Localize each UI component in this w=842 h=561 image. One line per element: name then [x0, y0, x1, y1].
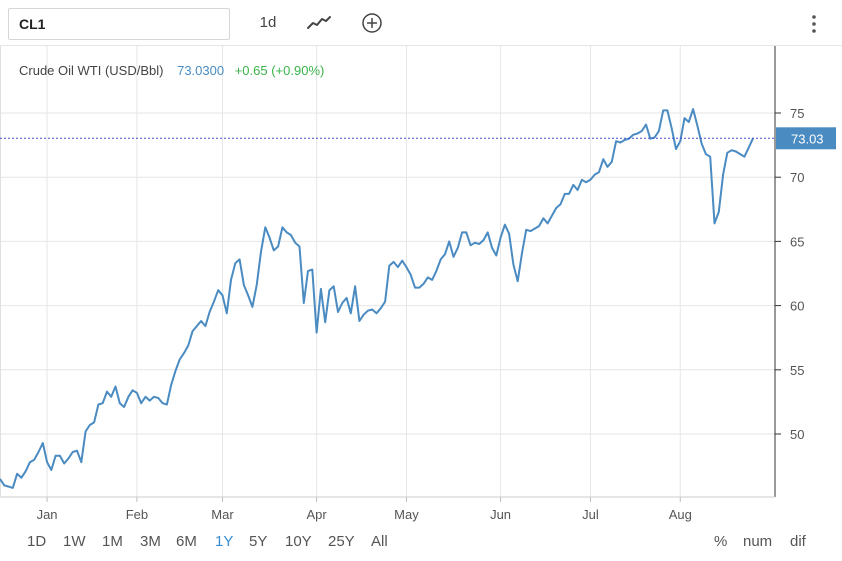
series-layer [0, 108, 754, 489]
range-1d-button[interactable]: 1D [27, 533, 47, 550]
compare-button[interactable] [361, 12, 383, 34]
price-series-line [0, 108, 754, 489]
y-tick-label: 65 [790, 234, 804, 249]
range-6m-button[interactable]: 6M [176, 533, 197, 550]
plus-circle-icon [362, 13, 382, 33]
range-3m-button[interactable]: 3M [140, 533, 161, 550]
legend-name: Crude Oil WTI (USD/Bbl) [19, 63, 164, 78]
x-tick-label: Mar [211, 507, 234, 522]
vertical-dots-icon [812, 15, 816, 33]
y-tick-label: 60 [790, 299, 804, 314]
y-tick-label: 55 [790, 363, 804, 378]
y-tick-label: 75 [790, 106, 804, 121]
last-price-label: 73.03 [791, 131, 824, 146]
range-selector: 1D 1W 1M 3M 6M 1Y 5Y 10Y 25Y All % num d… [0, 528, 842, 556]
y-tick-label: 70 [790, 170, 804, 185]
y-tick-label: 50 [790, 427, 804, 442]
grid-lines [0, 46, 775, 497]
range-1w-button[interactable]: 1W [63, 533, 86, 550]
range-10y-button[interactable]: 10Y [285, 533, 312, 550]
x-tick-label: Aug [669, 507, 692, 522]
range-all-button[interactable]: All [371, 533, 388, 550]
x-tick-label: Jun [490, 507, 511, 522]
range-1y-button[interactable]: 1Y [215, 533, 234, 550]
x-tick-label: Jul [582, 507, 599, 522]
mode-num-button[interactable]: num [743, 533, 773, 550]
mode-dif-button[interactable]: dif [790, 533, 806, 550]
x-tick-label: May [394, 507, 419, 522]
legend-change: +0.65 (+0.90%) [234, 63, 325, 78]
legend-last-price: 73.0300 [177, 63, 225, 78]
x-tick-label: Feb [126, 507, 148, 522]
interval-button[interactable]: 1d [259, 14, 277, 31]
x-tick-label: Apr [306, 507, 327, 522]
chart-type-button[interactable] [305, 12, 333, 34]
chart-legend: Crude Oil WTI (USD/Bbl) 73.0300 +0.65 (+… [19, 63, 324, 78]
line-chart-icon [307, 16, 331, 29]
menu-button[interactable] [806, 12, 822, 36]
range-1m-button[interactable]: 1M [102, 533, 123, 550]
last-price-badge [776, 127, 836, 150]
x-tick-label: Jan [37, 507, 58, 522]
mode-percent-button[interactable]: % [714, 533, 728, 550]
range-25y-button[interactable]: 25Y [328, 533, 355, 550]
range-5y-button[interactable]: 5Y [249, 533, 268, 550]
last-price-layer: 73.03 [0, 127, 836, 150]
toolbar: 1d [0, 0, 842, 46]
axes: 50 55 60 65 70 75 Jan Feb Mar Apr May Jun Jul Aug [0, 46, 804, 522]
price-chart[interactable]: 50 55 60 65 70 75 Jan Feb Mar Apr May Jun Jul Aug 73.… [0, 46, 842, 528]
symbol-input[interactable] [8, 8, 230, 40]
